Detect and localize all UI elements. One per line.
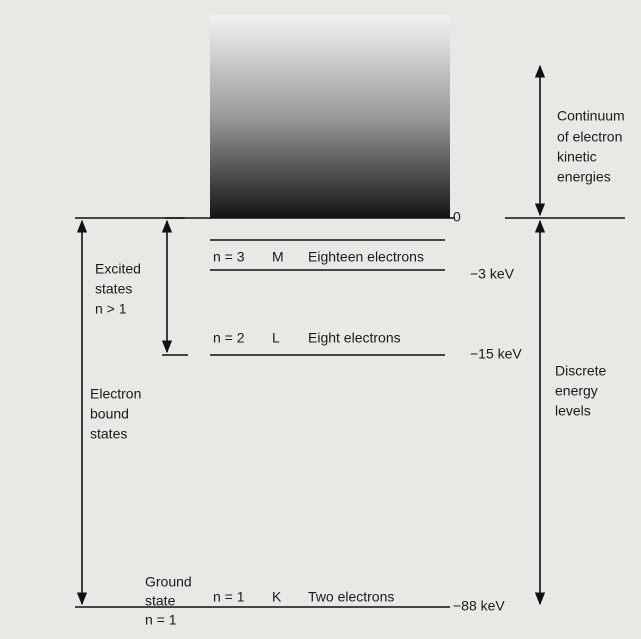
label: state xyxy=(145,593,176,609)
level-shell: K xyxy=(272,589,282,605)
label: Continuum xyxy=(557,108,625,124)
label: states xyxy=(90,426,127,442)
level-energy: −88 keV xyxy=(453,598,505,614)
label: Ground xyxy=(145,574,192,590)
level-electrons: Eight electrons xyxy=(308,330,401,346)
level-shell: L xyxy=(272,330,280,346)
level-electrons: Eighteen electrons xyxy=(308,249,424,265)
level-n: n = 3 xyxy=(213,249,245,265)
label: Discrete xyxy=(555,363,607,379)
label: bound xyxy=(90,406,129,422)
label: 0 xyxy=(453,209,461,225)
level-n: n = 2 xyxy=(213,330,245,346)
label: kinetic xyxy=(557,149,597,165)
level-n: n = 1 xyxy=(213,589,245,605)
label: n > 1 xyxy=(95,301,127,317)
continuum-gradient xyxy=(210,15,450,218)
label: states xyxy=(95,281,132,297)
level-energy: −3 keV xyxy=(470,266,515,282)
label: of electron xyxy=(557,129,622,145)
label: energies xyxy=(557,169,611,185)
label: Electron xyxy=(90,386,141,402)
level-electrons: Two electrons xyxy=(308,589,394,605)
label: Excited xyxy=(95,261,141,277)
label: energy xyxy=(555,383,598,399)
level-energy: −15 keV xyxy=(470,346,522,362)
label: n = 1 xyxy=(145,612,177,628)
label: levels xyxy=(555,403,591,419)
level-shell: M xyxy=(272,249,284,265)
